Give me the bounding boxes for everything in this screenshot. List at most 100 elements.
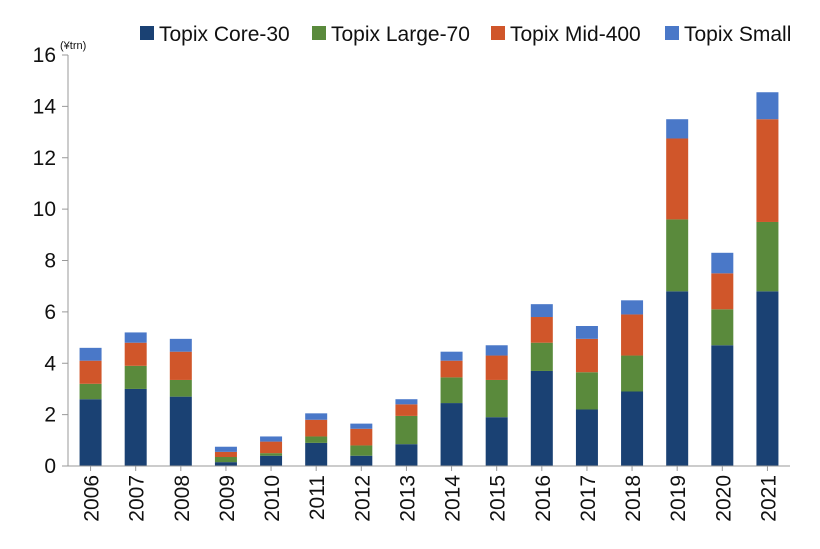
y-tick-label: 12: [33, 147, 56, 170]
bar-segment-2021-series-2: [756, 119, 779, 222]
bar-group-2008: [169, 338, 192, 466]
bar-group-2010: [260, 436, 283, 466]
x-tick-label: 2007: [126, 475, 149, 522]
bar-segment-2008-series-0: [169, 396, 192, 466]
bar-group-2009: [214, 446, 237, 466]
bar-segment-2018-series-2: [621, 314, 644, 356]
x-tick-label: 2020: [712, 475, 735, 522]
bar-segment-2007-series-2: [124, 342, 147, 366]
bars: [79, 92, 779, 466]
bar-segment-2015-series-3: [485, 345, 508, 356]
bar-segment-2011-series-1: [305, 436, 328, 443]
bar-segment-2014-series-0: [440, 403, 463, 466]
bar-segment-2018-series-1: [621, 355, 644, 392]
bar-segment-2020-series-3: [711, 252, 734, 274]
x-tick-label: 2015: [487, 475, 510, 522]
bar-group-2018: [621, 300, 644, 466]
y-tick-label: 6: [44, 301, 56, 324]
legend-label: Topix Mid-400: [510, 23, 641, 46]
bar-segment-2010-series-1: [260, 453, 283, 456]
bar-segment-2010-series-2: [260, 441, 283, 454]
bar-segment-2009-series-2: [214, 451, 237, 458]
bar-segment-2016-series-0: [530, 370, 553, 466]
bar-segment-2021-series-0: [756, 291, 779, 466]
y-axis-unit: (¥trn): [60, 40, 86, 52]
bar-segment-2008-series-3: [169, 338, 192, 352]
bar-segment-2015-series-2: [485, 355, 508, 380]
x-tick-label: 2010: [261, 475, 284, 522]
bar-segment-2018-series-0: [621, 391, 644, 466]
legend-swatch: [491, 26, 505, 40]
x-tick-label: 2008: [171, 475, 194, 522]
bar-group-2012: [350, 423, 373, 466]
y-tick-label: 14: [33, 95, 57, 118]
bar-group-2013: [395, 399, 418, 466]
bar-segment-2010-series-3: [260, 436, 283, 442]
y-tick-label: 4: [44, 352, 56, 375]
x-tick-label: 2019: [667, 475, 690, 522]
x-tick-label: 2021: [757, 475, 780, 522]
bar-group-2011: [305, 413, 328, 466]
y-axis: 0 2 4 6 8 10 12 14 16: [33, 44, 69, 478]
bar-segment-2019-series-1: [666, 219, 689, 292]
bar-segment-2008-series-2: [169, 351, 192, 380]
bar-segment-2015-series-1: [485, 379, 508, 418]
x-tick-label: 2018: [622, 475, 645, 522]
y-tick-label: 8: [44, 250, 56, 273]
bar-segment-2012-series-1: [350, 445, 373, 456]
bar-group-2017: [575, 326, 598, 466]
bar-segment-2012-series-0: [350, 455, 373, 466]
bar-segment-2008-series-1: [169, 379, 192, 397]
legend-swatch: [140, 26, 154, 40]
legend-item: Topix Mid-400: [491, 23, 641, 46]
x-tick-label: 2017: [577, 475, 600, 522]
bar-group-2021: [756, 92, 779, 466]
bar-segment-2011-series-0: [305, 442, 328, 466]
bar-group-2007: [124, 332, 147, 466]
bar-segment-2013-series-3: [395, 399, 418, 405]
bar-segment-2017-series-1: [575, 372, 598, 410]
bar-segment-2017-series-2: [575, 338, 598, 373]
legend-swatch: [665, 26, 679, 40]
bar-segment-2021-series-1: [756, 221, 779, 292]
bar-segment-2017-series-3: [575, 326, 598, 339]
legend-item: Topix Large-70: [312, 23, 470, 46]
legend-label: Topix Large-70: [331, 23, 470, 46]
bar-group-2015: [485, 345, 508, 466]
bar-segment-2021-series-3: [756, 92, 779, 120]
bar-segment-2016-series-1: [530, 342, 553, 371]
x-tick-label: 2013: [396, 475, 419, 522]
x-tick-label: 2006: [81, 475, 104, 522]
legend-label: Topix Core-30: [159, 23, 290, 46]
bar-segment-2015-series-0: [485, 417, 508, 466]
bar-segment-2007-series-1: [124, 365, 147, 389]
bar-segment-2016-series-2: [530, 317, 553, 343]
bar-segment-2012-series-2: [350, 428, 373, 446]
x-tick-label: 2016: [532, 475, 555, 522]
bar-group-2020: [711, 252, 734, 466]
bar-group-2019: [666, 119, 689, 466]
bar-segment-2006-series-2: [79, 360, 102, 384]
legend-label: Topix Small: [684, 23, 791, 46]
bar-group-2016: [530, 304, 553, 466]
bar-segment-2020-series-1: [711, 309, 734, 346]
y-tick-label: 0: [44, 455, 56, 478]
bar-group-2014: [440, 351, 463, 466]
bar-segment-2006-series-1: [79, 383, 102, 400]
bar-segment-2016-series-3: [530, 304, 553, 318]
x-tick-label: 2014: [442, 475, 465, 522]
legend-swatch: [312, 26, 326, 40]
bar-segment-2019-series-2: [666, 138, 689, 220]
bar-segment-2007-series-0: [124, 388, 147, 466]
bar-segment-2010-series-0: [260, 455, 283, 466]
bar-segment-2018-series-3: [621, 300, 644, 315]
bar-segment-2009-series-1: [214, 457, 237, 463]
legend-item: Topix Core-30: [140, 23, 290, 46]
legend: Topix Core-30 Topix Large-70 Topix Mid-400…: [140, 23, 791, 46]
bar-segment-2017-series-0: [575, 409, 598, 466]
bar-segment-2006-series-3: [79, 347, 102, 361]
bar-segment-2006-series-0: [79, 399, 102, 466]
bar-group-2006: [79, 347, 102, 466]
bar-segment-2019-series-0: [666, 291, 689, 466]
y-tick-label: 16: [33, 44, 56, 67]
